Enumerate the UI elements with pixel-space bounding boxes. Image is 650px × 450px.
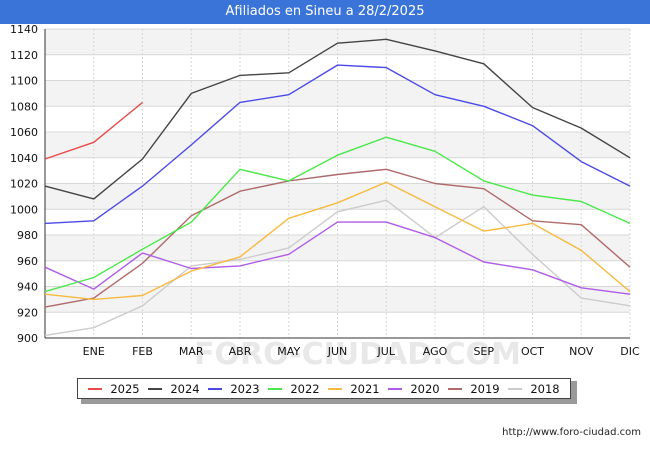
x-tick-label: ENE [83, 345, 105, 358]
y-tick-label: 960 [17, 255, 38, 268]
legend-item-2018: 2018 [508, 381, 560, 396]
legend-swatch [448, 387, 463, 390]
legend-item-2022: 2022 [268, 381, 320, 396]
legend-swatch [388, 387, 403, 390]
x-tick-label: MAY [277, 345, 300, 358]
y-tick-label: 920 [17, 306, 38, 319]
y-tick-label: 1140 [10, 23, 38, 36]
legend-item-2021: 2021 [328, 381, 380, 396]
legend-swatch [328, 387, 343, 390]
series-line-2022 [44, 136, 631, 293]
x-tick-label: DIC [620, 345, 640, 358]
legend-label: 2023 [230, 381, 260, 396]
legend-label: 2025 [110, 381, 140, 396]
series-line-2019 [44, 168, 631, 308]
legend-label: 2018 [530, 381, 560, 396]
legend-item-2023: 2023 [208, 381, 260, 396]
legend-swatch [208, 387, 223, 390]
y-tick-label: 1020 [10, 178, 38, 191]
x-tick-label: SEP [473, 345, 494, 358]
legend-label: 2022 [290, 381, 320, 396]
y-tick-label: 1000 [10, 203, 38, 216]
title-bar [0, 0, 650, 24]
x-tick-label: JUN [327, 345, 348, 358]
legend-swatch [268, 387, 283, 390]
legend-item-2025: 2025 [88, 381, 140, 396]
series-line-2021 [44, 181, 631, 301]
legend-item-2024: 2024 [148, 381, 200, 396]
footer-url: http://www.foro-ciudad.com [502, 427, 641, 438]
series-line-2023 [44, 64, 631, 225]
x-tick-label: ABR [229, 345, 252, 358]
y-tick-label: 900 [17, 332, 38, 345]
grid-band [45, 183, 630, 210]
series-line-2020 [44, 221, 631, 295]
legend-swatch [508, 387, 523, 390]
grid-band [45, 235, 630, 261]
legend-label: 2024 [170, 381, 200, 396]
x-tick-label: JUL [377, 345, 396, 358]
y-tick-label: 1040 [10, 152, 38, 165]
legend-label: 2021 [350, 381, 380, 396]
x-tick-label: NOV [569, 345, 594, 358]
legend-label: 2019 [470, 381, 500, 396]
x-tick-label: AGO [423, 345, 448, 358]
y-tick-label: 1100 [10, 75, 38, 88]
legend: 2025 2024 2023 2022 2021 2020 2019 2018 [77, 378, 571, 399]
y-tick-label: 1080 [10, 100, 38, 113]
legend-swatch [148, 387, 163, 390]
y-tick-label: 940 [17, 281, 38, 294]
y-tick-label: 980 [17, 229, 38, 242]
legend-swatch [88, 387, 103, 390]
x-tick-label: MAR [179, 345, 204, 358]
watermark: FORO-CIUDAD.COM [194, 337, 521, 372]
legend-label: 2020 [410, 381, 440, 396]
y-tick-label: 1120 [10, 49, 38, 62]
series-line-2024 [44, 38, 631, 200]
legend-item-2020: 2020 [388, 381, 440, 396]
series-line-2025 [44, 101, 143, 160]
x-tick-label: OCT [521, 345, 544, 358]
y-tick-label: 1060 [10, 126, 38, 139]
chart-title: Afiliados en Sineu a 28/2/2025 [225, 4, 425, 19]
series-line-2018 [44, 199, 631, 337]
x-tick-label: FEB [132, 345, 153, 358]
legend-item-2019: 2019 [448, 381, 500, 396]
